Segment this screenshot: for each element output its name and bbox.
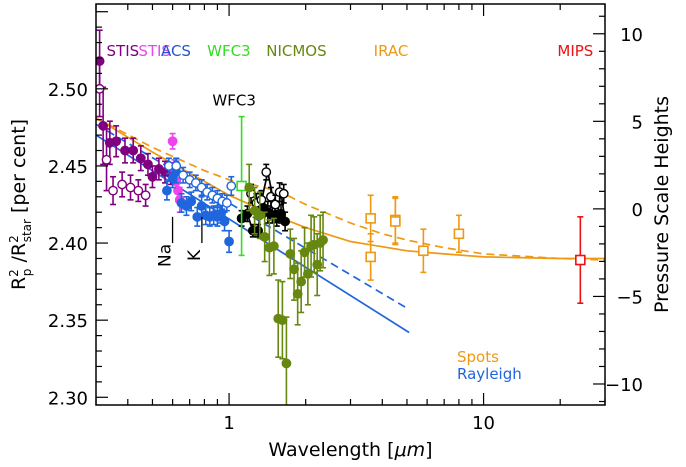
plot-frame [95,3,606,406]
y-axis-title-part: 2 [7,269,21,277]
model-line-3 [96,123,410,311]
data-point [178,170,189,181]
data-point [281,358,292,369]
data-point [280,216,290,227]
x-tick-label: 1 [223,413,234,434]
model-line-1 [96,117,605,261]
y2-tick-label: 10 [620,25,643,46]
x-tick-label: 10 [472,413,495,434]
y2-tick-label: −10 [605,375,643,396]
data-point [147,171,158,182]
y-tick-label: 2.30 [48,388,88,409]
data-point [133,185,144,196]
data-point [261,167,272,178]
data-point [171,161,182,171]
data-point [296,276,307,287]
data-point [98,120,109,131]
y-axis-title: R2p /R2star [per cent] [7,119,34,290]
y-tick-label: 2.50 [48,80,88,101]
data-point [299,247,310,258]
data-point [219,216,230,227]
x-axis-close: ] [425,439,432,461]
data-point [108,185,118,196]
data-point [140,190,151,201]
y-axis-title-part: star [20,219,34,242]
y-axis-title-part: /R [8,243,30,269]
data-point [143,159,153,170]
instrument-label: NICMOS [266,42,326,60]
data-point [101,154,112,165]
instrument-label: ACS [161,42,191,60]
y2-tick-label: 5 [632,112,643,133]
instrument-label: STIS [138,42,171,60]
data-point [365,213,376,224]
y-tick-label: 2.35 [48,311,88,332]
data-point [226,181,237,191]
data-point [365,251,376,263]
data-point [266,191,276,202]
instrument-label: WFC3 [212,92,255,110]
axes: 1 10 2.30 2.35 2.40 2.45 2.50 −10 −5 0 5 10 Waveleng… [7,3,673,461]
data-point [192,211,203,222]
annotation-label-na: Na [156,244,176,267]
data-point [162,185,172,196]
data-point [256,194,267,205]
data-point [259,231,270,242]
data-point [418,245,429,257]
x-axis-title: Wavelength [μm] [268,439,432,461]
plot-content [96,29,605,405]
y-axis-title-part: 2 [7,235,21,243]
y2-tick-label: 0 [632,200,643,221]
data-point [135,153,146,164]
data-point [453,228,465,240]
y-axis-title-part: R [8,277,30,290]
data-point [390,216,401,227]
instrument-label: IRAC [374,42,409,60]
instrument-label: STIS [107,42,140,60]
data-point [270,199,281,210]
data-point [128,145,139,156]
x-axis-unit: μm [394,439,426,461]
y-axis-title-part: p [20,269,34,277]
data-point [318,235,328,245]
data-point [167,136,178,147]
y2-tick-label: −5 [616,287,643,308]
data-point [575,254,586,266]
legend-entry: Spots [457,348,499,366]
instrument-label: MIPS [557,42,593,60]
instrument-label: WFC3 [207,42,250,60]
data-point [221,198,232,208]
data-point [278,188,289,199]
data-point [302,269,313,279]
data-point [117,179,128,190]
y2-axis-title: Pressure Scale Heights [651,96,673,313]
data-point [111,136,122,147]
data-point [285,248,296,259]
data-point [312,259,323,270]
data-point [186,196,197,207]
data-point [120,145,130,156]
y-axis-title-part: [per cent] [8,119,30,219]
annotation-label-k: K [185,249,205,261]
data-point [268,241,279,252]
legend-entry: Rayleigh [457,365,522,383]
y-tick-label: 2.45 [48,157,88,178]
y-tick-label: 2.40 [48,234,88,255]
data-point [224,236,234,247]
